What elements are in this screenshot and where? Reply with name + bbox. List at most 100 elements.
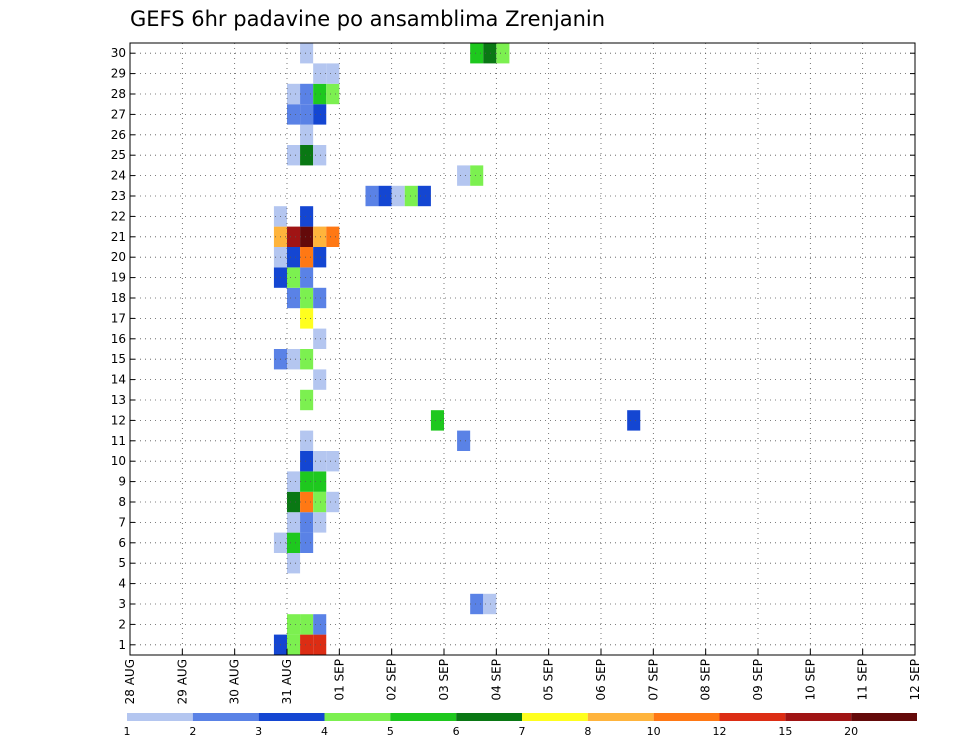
x-tick-label: 02 SEP [385,659,399,701]
y-tick-label: 16 [111,332,126,346]
heatmap-cell [300,389,314,411]
legend-swatch [456,713,522,721]
heatmap-cell [300,43,314,64]
heatmap-cell [300,532,314,553]
heatmap-cell [287,267,301,288]
legend-swatch [390,713,457,721]
y-tick-label: 14 [111,373,126,387]
y-tick-label: 18 [111,291,126,305]
heatmap-cell [470,165,484,186]
y-tick-label: 8 [118,495,126,509]
y-tick-label: 30 [111,46,126,60]
x-tick-label: 04 SEP [489,659,503,701]
heatmap-cell [391,185,405,207]
x-tick-label: 29 AUG [175,659,189,704]
heatmap-cell [287,247,301,268]
y-tick-label: 9 [118,475,126,489]
chart-title: GEFS 6hr padavine po ansamblima Zrenjani… [130,7,605,31]
heatmap-cell [287,512,301,533]
heatmap-cell [313,145,327,166]
heatmap-cell [300,634,314,655]
y-tick-label: 4 [118,577,126,591]
y-tick-label: 11 [111,434,126,448]
heatmap-cell [300,124,314,145]
x-tick-label: 03 SEP [437,659,451,701]
heatmap-cell [300,287,314,309]
y-tick-label: 5 [118,556,126,570]
legend-swatch [719,713,786,721]
heatmap-cell [313,83,327,105]
heatmap-cell [470,43,484,64]
legend-label: 4 [321,725,328,738]
y-tick-label: 6 [118,536,126,550]
legend-label: 2 [189,725,196,738]
legend-label: 5 [387,725,394,738]
legend-label: 6 [453,725,460,738]
y-tick-label: 28 [111,87,126,101]
legend-swatch [653,713,720,721]
heatmap-cell [313,287,327,309]
heatmap-cell [300,206,314,227]
legend-label: 10 [647,725,661,738]
heatmap-cell [287,145,301,166]
y-tick-label: 15 [111,352,126,366]
heatmap-cell [287,349,301,370]
heatmap-cell [313,328,327,349]
legend-swatch [127,713,193,721]
heatmap-cell [313,247,327,268]
heatmap-cell [470,593,484,615]
legend-swatch [192,713,259,721]
legend-label: 7 [519,725,526,738]
y-tick-label: 19 [111,271,126,285]
x-tick-label: 01 SEP [332,659,346,701]
x-tick-label: 09 SEP [751,659,765,701]
y-tick-label: 24 [111,169,126,183]
y-tick-label: 23 [111,189,126,203]
y-tick-label: 1 [118,638,126,652]
y-tick-label: 22 [111,209,126,223]
heatmap-cell [300,104,314,125]
heatmap-cell [300,430,314,451]
legend-swatch [258,713,325,721]
heatmap-cell [287,471,301,492]
heatmap-cell [326,83,340,105]
heatmap-cells [273,43,641,655]
legend-label: 1 [124,725,131,738]
legend-swatch [785,713,852,721]
heatmap-cell [326,226,340,247]
legend-label: 8 [584,725,591,738]
heatmap-cell [300,614,314,635]
heatmap-cell [457,165,471,186]
heatmap-cell [287,532,301,553]
heatmap-cell [365,185,379,207]
x-tick-label: 11 SEP [856,659,870,701]
y-tick-label: 21 [111,230,126,244]
x-tick-label: 12 SEP [908,659,922,701]
heatmap-cell [404,185,418,207]
x-tick-label: 08 SEP [699,659,713,701]
heatmap-cell [313,634,327,655]
heatmap-cell [430,410,444,431]
heatmap-cell [300,451,314,472]
heatmap-cell [483,43,497,64]
y-tick-label: 2 [118,617,126,631]
heatmap-cell [417,185,431,207]
legend-label: 12 [713,725,727,738]
color-legend: 1 2 3 4 5 6 7 8 10 12 15 20 [124,713,917,738]
heatmap-cell [313,104,327,125]
heatmap-cell [300,247,314,268]
x-tick-label: 07 SEP [646,659,660,701]
heatmap-cell [287,287,301,309]
heatmap-cell [313,491,327,513]
heatmap-cell [287,104,301,125]
heatmap-cell [326,491,340,513]
heatmap-cell [326,451,340,472]
x-tick-label: 30 AUG [228,659,242,704]
heatmap-cell [287,634,301,655]
y-tick-label: 10 [111,454,126,468]
heatmap-cell [300,83,314,105]
heatmap-cell [300,491,314,513]
heatmap-cell [313,512,327,533]
y-tick-label: 17 [111,311,126,325]
